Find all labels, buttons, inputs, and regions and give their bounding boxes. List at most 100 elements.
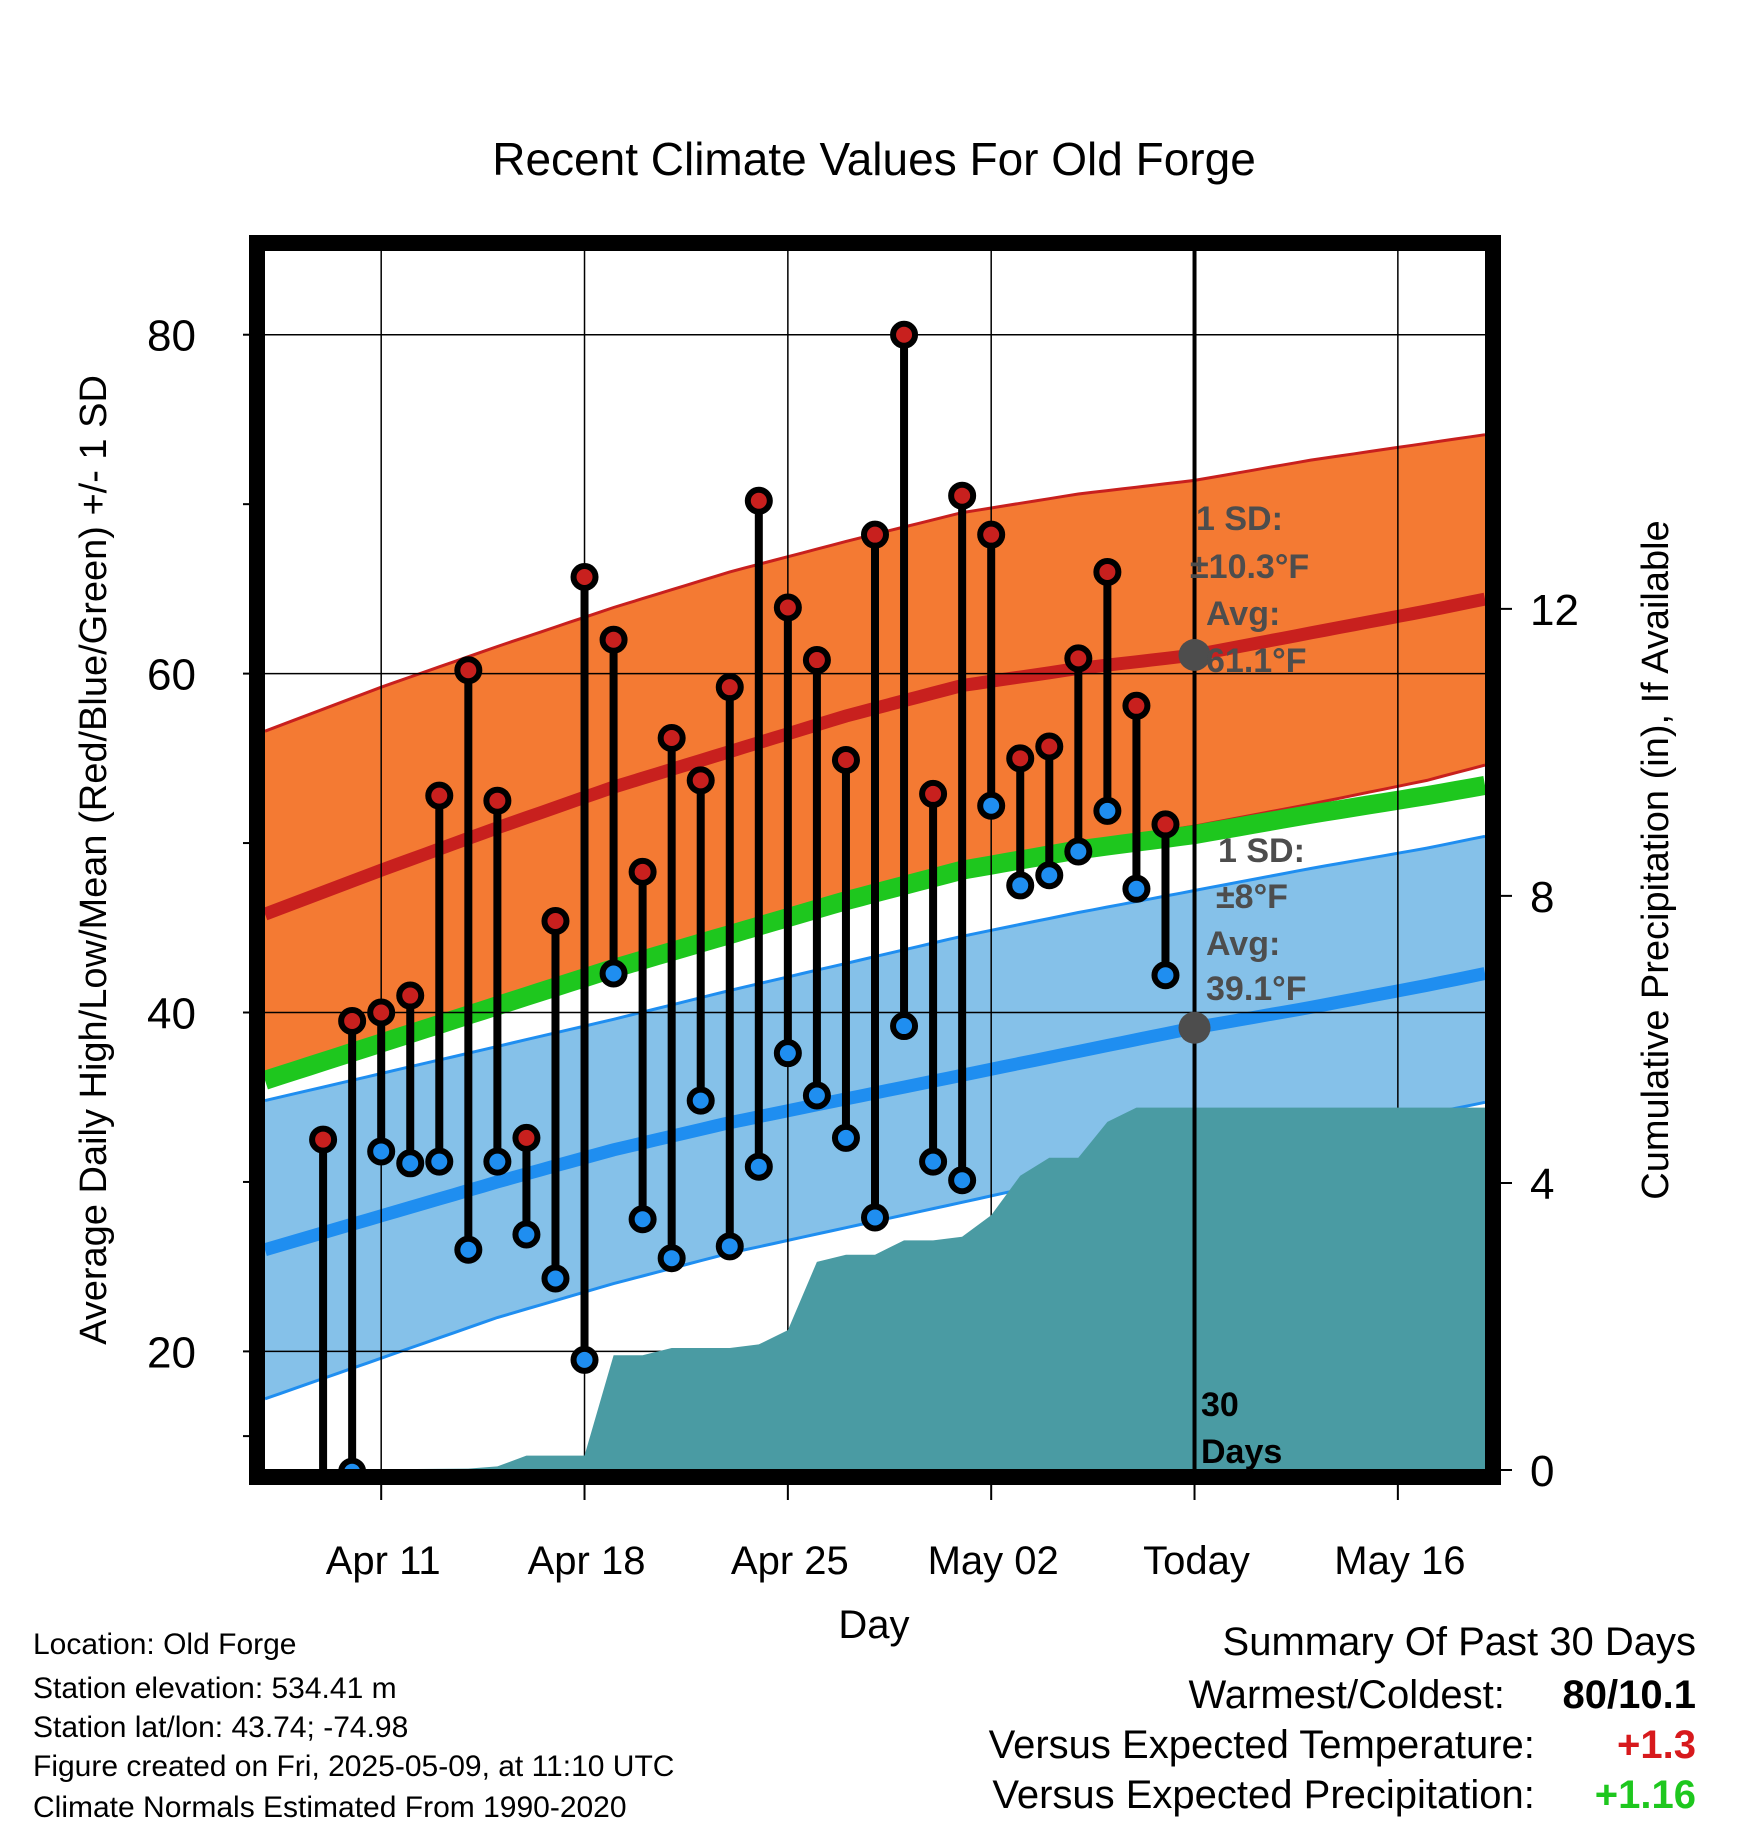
high-point <box>686 766 715 795</box>
precip-area <box>265 1107 1485 1470</box>
x-tick-label: May 02 <box>928 1539 1059 1583</box>
low-point <box>512 1220 541 1249</box>
y-axis-label-right: Cumulative Precipitation (in), If Availa… <box>1635 520 1677 1199</box>
high-point <box>802 646 831 675</box>
temp-label: Versus Expected Temperature: <box>988 1723 1535 1767</box>
low-point <box>715 1232 744 1261</box>
low-point <box>686 1086 715 1115</box>
plot-frame <box>249 235 1501 1485</box>
low-point <box>1151 961 1180 990</box>
summary-heading: Summary Of Past 30 Days <box>1222 1620 1696 1664</box>
high-point <box>948 481 977 510</box>
period-label-line1: 30 <box>1201 1386 1239 1424</box>
high-point <box>1151 810 1180 839</box>
low-point <box>628 1205 657 1234</box>
high-avg-label: Avg: <box>1206 595 1280 633</box>
elevation-text: Station elevation: 534.41 m <box>33 1672 397 1705</box>
normals-text: Climate Normals Estimated From 1990-2020 <box>33 1791 627 1824</box>
high-point <box>425 781 454 810</box>
low-point <box>570 1345 599 1374</box>
high-point <box>977 520 1006 549</box>
high-point <box>628 857 657 886</box>
low-point <box>919 1147 948 1176</box>
y-tick-label-left: 80 <box>147 312 196 361</box>
high-sd-value: ±10.3°F <box>1190 548 1309 586</box>
high-point <box>715 673 744 702</box>
high-point <box>367 998 396 1027</box>
low-point <box>541 1264 570 1293</box>
low-point <box>454 1235 483 1264</box>
low-point <box>977 791 1006 820</box>
low-point <box>1064 837 1093 866</box>
x-tick-label: Apr 18 <box>528 1539 646 1583</box>
precip-label: Versus Expected Precipitation: <box>992 1773 1535 1817</box>
low-point <box>1035 861 1064 890</box>
warmest-label: Warmest/Coldest: <box>1188 1673 1505 1717</box>
warmest-value: 80/10.1 <box>1562 1673 1696 1717</box>
today-high-avg-marker <box>1178 638 1211 671</box>
latlon-text: Station lat/lon: 43.74; -74.98 <box>33 1711 409 1744</box>
low-point <box>1006 871 1035 900</box>
high-point <box>512 1123 541 1152</box>
y-tick-label-right: 0 <box>1530 1447 1554 1496</box>
summary-temp-row: Versus Expected Temperature: +1.3 <box>989 1723 1696 1768</box>
x-tick-label: Apr 11 <box>326 1539 441 1583</box>
high-point <box>831 746 860 775</box>
chart-title: Recent Climate Values For Old Forge <box>492 133 1256 185</box>
high-point <box>338 1006 367 1035</box>
low-sd-label: 1 SD: <box>1218 832 1305 870</box>
high-point <box>541 907 570 935</box>
high-point <box>570 563 599 592</box>
y-tick-label-right: 8 <box>1530 873 1554 922</box>
high-point <box>1093 557 1122 586</box>
low-avg-label: Avg: <box>1206 925 1280 963</box>
low-point <box>1093 796 1122 825</box>
location-text: Location: Old Forge <box>33 1628 297 1661</box>
x-tick-label: Today <box>1143 1539 1250 1583</box>
x-tick-label: Apr 25 <box>731 1539 849 1583</box>
high-point <box>773 593 802 622</box>
low-point <box>338 1457 367 1470</box>
y-tick-label-left: 60 <box>147 651 196 700</box>
high-point <box>599 625 628 654</box>
low-point <box>312 1508 334 1530</box>
high-point <box>454 656 483 685</box>
high-point <box>919 779 948 808</box>
high-point <box>483 786 512 815</box>
high-point <box>396 981 425 1010</box>
high-point <box>1035 732 1064 761</box>
low-point <box>773 1039 802 1068</box>
low-point <box>890 1012 919 1041</box>
y-tick-label-left: 40 <box>147 990 196 1039</box>
low-point <box>948 1166 977 1195</box>
low-point <box>1122 874 1151 903</box>
period-label-line2: Days <box>1201 1433 1282 1471</box>
created-text: Figure created on Fri, 2025-05-09, at 11… <box>33 1750 675 1783</box>
low-avg-value: 39.1°F <box>1206 970 1307 1008</box>
low-point <box>483 1147 512 1176</box>
precip-value: +1.16 <box>1594 1773 1696 1817</box>
high-point <box>744 486 773 515</box>
y-tick-label-right: 12 <box>1530 586 1579 635</box>
high-point <box>309 1125 338 1154</box>
x-tick-label: May 16 <box>1334 1539 1465 1583</box>
temp-value: +1.3 <box>1617 1723 1696 1767</box>
y-axis-label-left: Average Daily High/Low/Mean (Red/Blue/Gr… <box>73 375 115 1345</box>
high-avg-value: 61.1°F <box>1206 642 1307 680</box>
high-point <box>1122 691 1151 720</box>
summary-precip-row: Versus Expected Precipitation: +1.16 <box>992 1773 1696 1818</box>
low-point <box>861 1203 889 1232</box>
high-point <box>657 724 686 752</box>
low-point <box>599 959 628 988</box>
low-point <box>657 1244 686 1273</box>
today-low-avg-marker <box>1178 1011 1211 1044</box>
high-point <box>1064 644 1093 673</box>
summary-warmest-row: Warmest/Coldest: 80/10.1 <box>1189 1673 1697 1718</box>
low-point <box>396 1149 425 1178</box>
low-sd-value: ±8°F <box>1216 878 1288 916</box>
low-point <box>744 1152 773 1181</box>
high-sd-label: 1 SD: <box>1196 500 1283 538</box>
high-point <box>861 520 889 549</box>
high-point <box>890 320 919 349</box>
